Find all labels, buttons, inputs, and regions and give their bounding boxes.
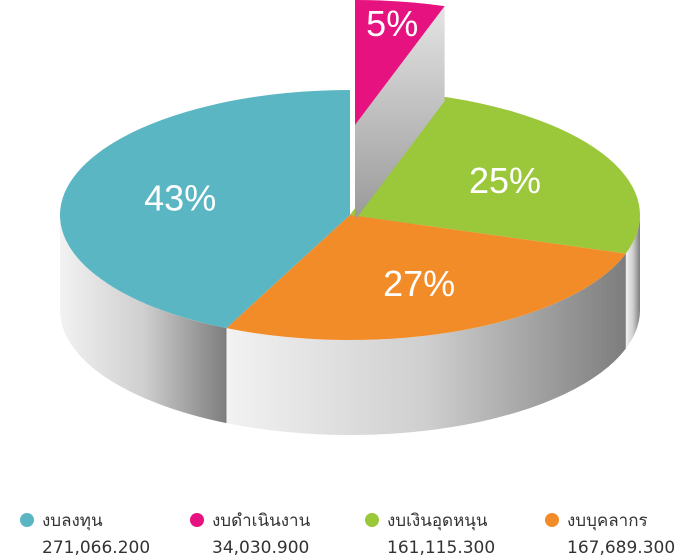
legend-label: งบเงินอุดหนุน (387, 511, 488, 531)
legend-marker (365, 513, 379, 527)
data-label: 25% (469, 160, 541, 201)
legend-marker (20, 513, 34, 527)
legend-amount: 167,689.300 (567, 538, 675, 558)
data-label: 43% (144, 178, 216, 219)
legend-marker (190, 513, 204, 527)
slice-side (226, 253, 626, 436)
slice (350, 96, 640, 254)
legend-amount: 271,066.200 (42, 538, 150, 558)
slice (59, 90, 351, 329)
data-label: 27% (383, 263, 455, 304)
legend-marker (545, 513, 559, 527)
legend-amount: 34,030.900 (212, 538, 309, 558)
slice-face (355, 6, 445, 221)
legend-label: งบลงทุน (42, 511, 103, 531)
slice (226, 215, 626, 340)
slice (355, 0, 445, 125)
legend-label: งบดำเนินงาน (212, 511, 311, 531)
slice-side (60, 215, 227, 424)
slice-side (625, 215, 640, 349)
legend-amount: 161,115.300 (387, 538, 495, 558)
legend-label: งบบุคลากร (567, 511, 648, 531)
data-label: 5% (366, 3, 418, 44)
